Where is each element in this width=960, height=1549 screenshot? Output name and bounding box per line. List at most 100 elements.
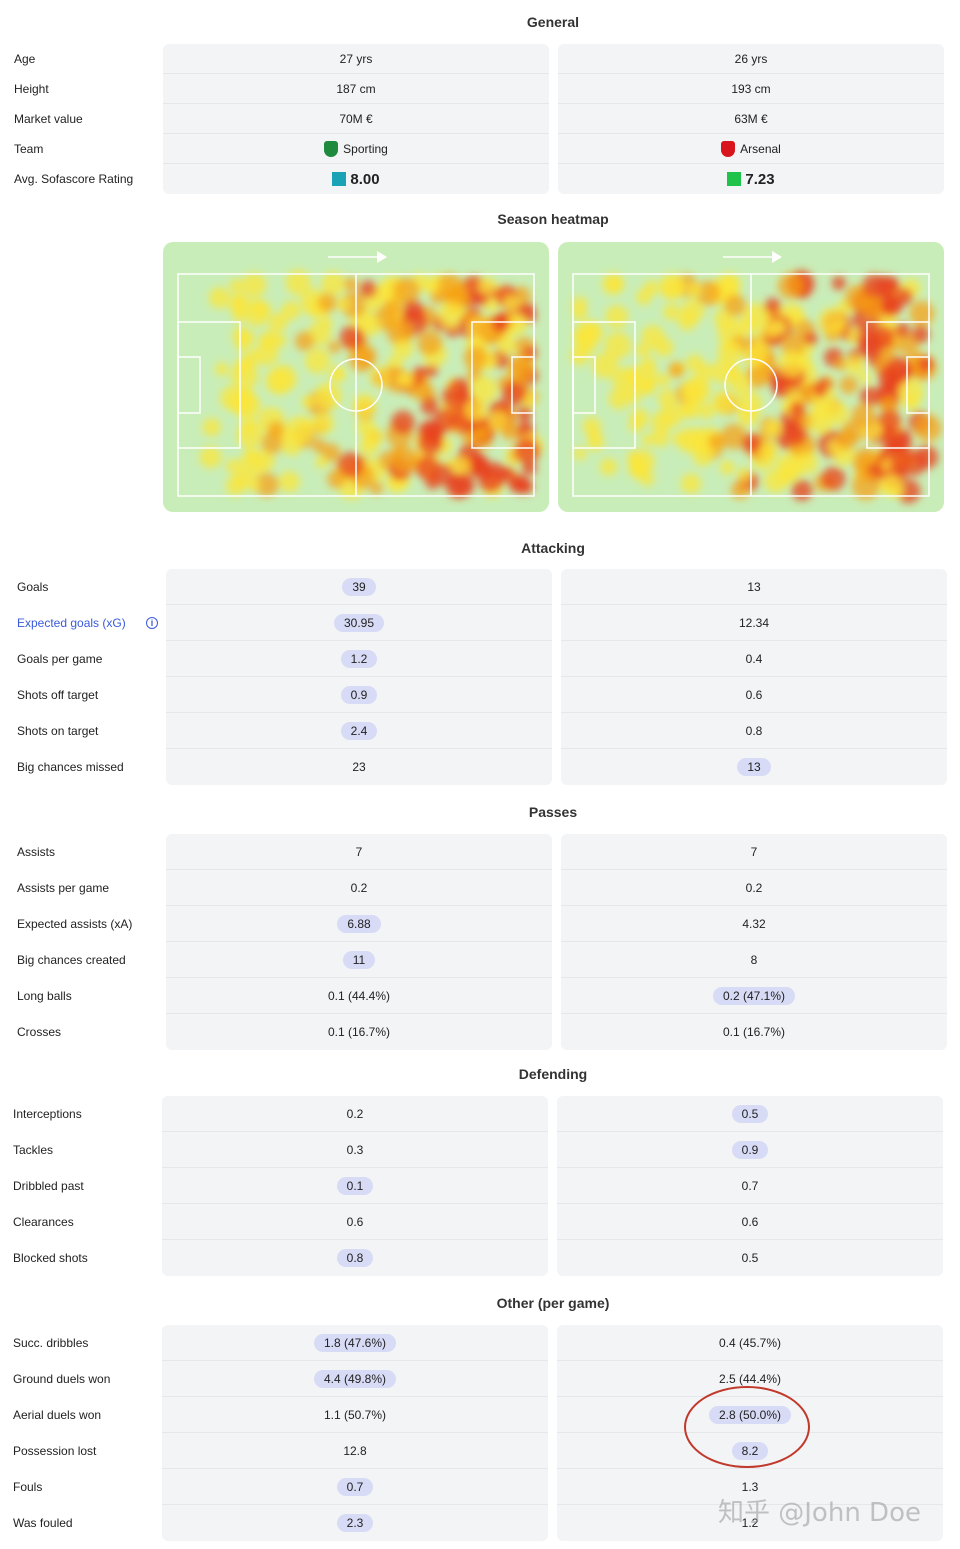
- heatmap-player2: [558, 242, 944, 512]
- defending-row-p2: 0.5: [557, 1240, 943, 1276]
- defending-row-p1: 0.8: [162, 1240, 548, 1276]
- stat-label-dribbled-past: Dribbled past: [13, 1179, 84, 1193]
- stat-value: 0.1: [336, 1176, 374, 1195]
- stat-label-ground-duels-won: Ground duels won: [13, 1372, 111, 1386]
- stat-value: 6.88: [337, 914, 381, 933]
- attacking-row-p2: 13: [561, 749, 947, 785]
- stat-label-goals-per-game: Goals per game: [17, 652, 103, 666]
- stat-value: 0.8: [336, 1249, 374, 1267]
- rating-p2: 7.23: [727, 170, 775, 188]
- attacking-row-p1: 23: [166, 749, 552, 785]
- rating-value: 8.00: [350, 170, 380, 188]
- other-row-p1: 12.8: [162, 1433, 548, 1469]
- team-p2[interactable]: Arsenal: [721, 140, 781, 157]
- stat-label-interceptions: Interceptions: [13, 1107, 82, 1121]
- other-row-p1: 1.8 (47.6%): [162, 1325, 548, 1361]
- stat-label-blocked-shots: Blocked shots: [13, 1251, 88, 1265]
- other-row-p2: 1.3: [557, 1469, 943, 1505]
- stat-label-fouls: Fouls: [13, 1480, 43, 1494]
- team-p1[interactable]: Sporting: [324, 140, 388, 157]
- team-name: Arsenal: [740, 141, 781, 156]
- stat-value: 12.8: [343, 1443, 367, 1458]
- general-row-p2: 63M €: [558, 104, 944, 134]
- stat-label-succ-dribbles: Succ. dribbles: [13, 1336, 89, 1350]
- stat-value: 2.5 (44.4%): [718, 1371, 782, 1386]
- attacking-row-p1: 39: [166, 569, 552, 605]
- other-player1-column: 1.8 (47.6%) 4.4 (49.8%) 1.1 (50.7%) 12.8 0.7…: [162, 1325, 548, 1541]
- stat-value: 2.3: [336, 1514, 374, 1532]
- general-row-p2: 7.23: [558, 164, 944, 194]
- stat-value: 11: [342, 950, 376, 969]
- stat-value: 0.1 (44.4%): [327, 988, 391, 1003]
- passes-row-p2: 7: [561, 834, 947, 870]
- general-row-p1: 187 cm: [163, 74, 549, 104]
- stat-value: 0.9: [340, 685, 378, 704]
- stat-label-possession-lost: Possession lost: [13, 1444, 97, 1458]
- defending-player2-column: 0.5 0.9 0.7 0.6 0.5: [557, 1096, 943, 1276]
- stat-value: 12.34: [738, 615, 770, 630]
- passes-row-p2: 0.2: [561, 870, 947, 906]
- stat-value: 8: [750, 952, 758, 967]
- passes-row-p1: 0.1 (44.4%): [166, 978, 552, 1014]
- info-icon[interactable]: i: [146, 617, 158, 629]
- rating-color-swatch: [332, 172, 347, 186]
- stat-label-was-fouled: Was fouled: [13, 1516, 73, 1530]
- other-row-p1: 1.1 (50.7%): [162, 1397, 548, 1433]
- stat-value: 26 yrs: [734, 51, 768, 66]
- attacking-row-p2: 0.6: [561, 677, 947, 713]
- stat-label-assists-per-game: Assists per game: [17, 881, 110, 895]
- passes-player1-column: 7 0.2 6.88 11 0.1 (44.4%) 0.1 (16.7%): [166, 834, 552, 1050]
- other-row-p2: 0.4 (45.7%): [557, 1325, 943, 1361]
- stat-value: 0.4: [745, 651, 763, 666]
- passes-row-p2: 8: [561, 942, 947, 978]
- rating-p1: 8.00: [332, 170, 380, 188]
- stat-value: 0.2: [346, 1106, 364, 1121]
- stat-value: 1.2: [741, 1516, 759, 1530]
- passes-row-p1: 7: [166, 834, 552, 870]
- general-player2-column: 26 yrs 193 cm 63M € Arsenal 7.23: [558, 44, 944, 194]
- attacking-row-p2: 0.8: [561, 713, 947, 749]
- stat-label-market-value: Market value: [14, 112, 83, 126]
- general-row-p2: 26 yrs: [558, 44, 944, 74]
- defending-row-p2: 0.6: [557, 1204, 943, 1240]
- defending-row-p1: 0.3: [162, 1132, 548, 1168]
- stat-value: 0.5: [731, 1104, 769, 1123]
- general-row-p1: 8.00: [163, 164, 549, 194]
- stat-value: 0.7: [741, 1178, 759, 1193]
- stat-value: 187 cm: [336, 81, 376, 96]
- general-section-title: General: [526, 14, 580, 30]
- passes-row-p2: 0.2 (47.1%): [561, 978, 947, 1014]
- defending-row-p2: 0.5: [557, 1096, 943, 1132]
- attacking-row-p2: 12.34: [561, 605, 947, 641]
- general-row-p1: 27 yrs: [163, 44, 549, 74]
- stat-value: 63M €: [734, 111, 768, 126]
- stat-value: 70M €: [339, 111, 373, 126]
- stat-value: 193 cm: [731, 81, 771, 96]
- stat-label-team: Team: [14, 142, 44, 156]
- stat-value: 7: [750, 844, 758, 859]
- stat-value: 0.6: [346, 1214, 364, 1229]
- general-row-p2: 193 cm: [558, 74, 944, 104]
- stat-value: 1.2: [340, 649, 378, 668]
- stat-value: 13: [747, 579, 761, 594]
- passes-row-p1: 0.2: [166, 870, 552, 906]
- stat-value: 0.4 (45.7%): [718, 1335, 782, 1350]
- stat-value: 0.8: [745, 723, 763, 738]
- stat-label-expected-goals-xg[interactable]: Expected goals (xG): [17, 616, 126, 630]
- stat-label-age: Age: [14, 52, 36, 66]
- stat-value: 2.4: [340, 721, 378, 740]
- stat-label-goals: Goals: [17, 580, 49, 594]
- rating-value: 7.23: [745, 170, 775, 188]
- general-row-p1: Sporting: [163, 134, 549, 164]
- other-section-title: Other (per game): [496, 1295, 610, 1311]
- stat-value: 0.2: [745, 880, 763, 895]
- stat-value: 39: [342, 577, 376, 596]
- attacking-row-p1: 0.9: [166, 677, 552, 713]
- other-row-p1: 4.4 (49.8%): [162, 1361, 548, 1397]
- general-row-p2: Arsenal: [558, 134, 944, 164]
- stat-label-clearances: Clearances: [13, 1215, 74, 1229]
- attacking-section-title: Attacking: [521, 540, 585, 556]
- other-row-p2: 1.2: [557, 1505, 943, 1541]
- stat-value: 23: [352, 760, 366, 774]
- attacking-row-p1: 30.95: [166, 605, 552, 641]
